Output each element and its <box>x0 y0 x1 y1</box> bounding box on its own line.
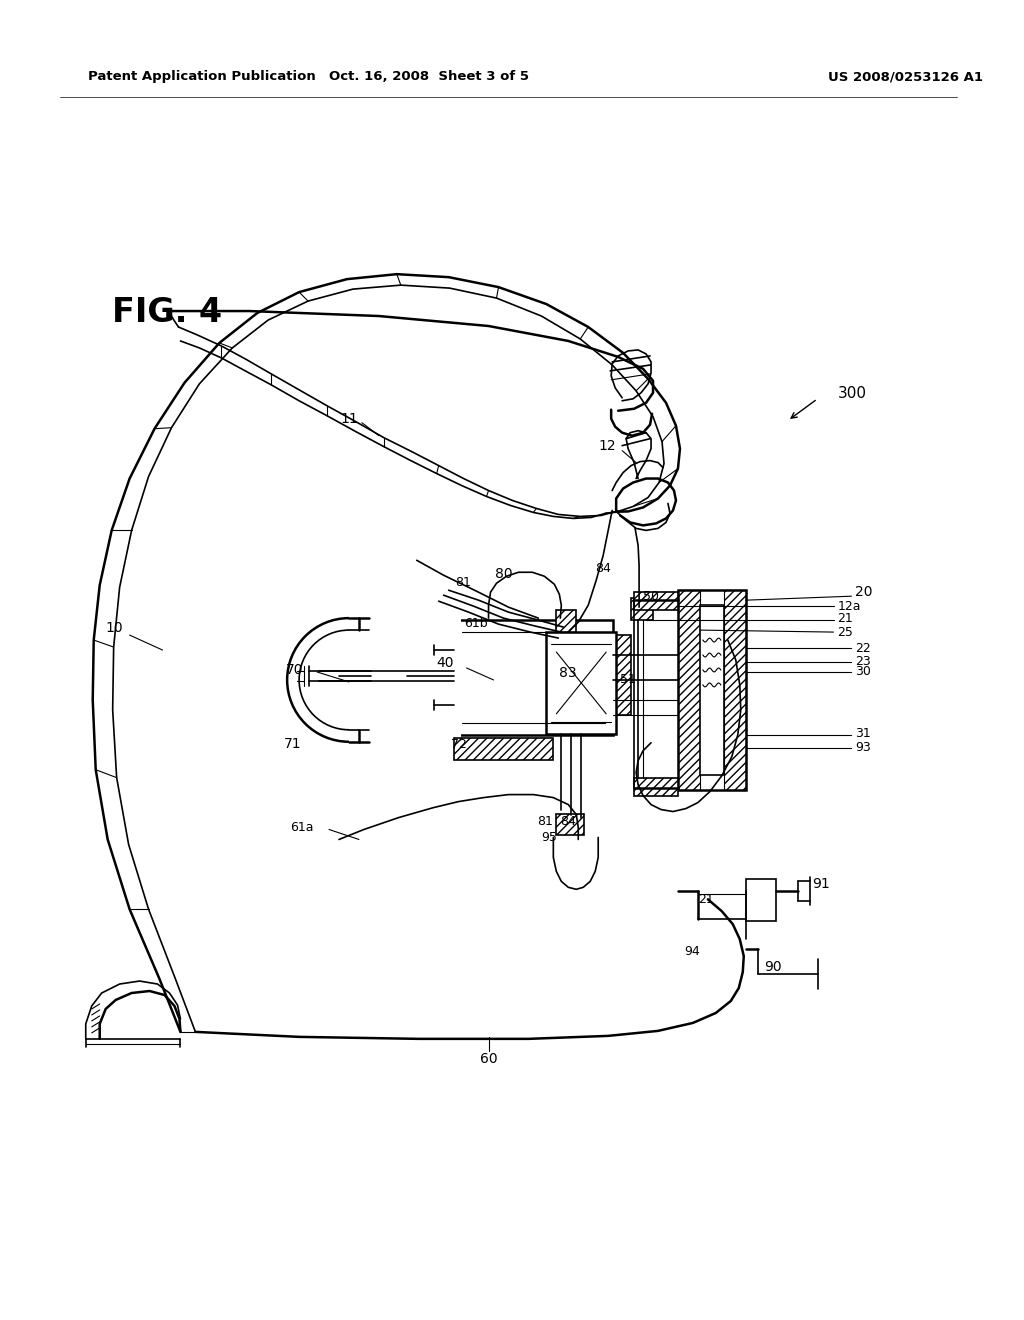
Text: Patent Application Publication: Patent Application Publication <box>88 70 315 83</box>
Text: Oct. 16, 2008  Sheet 3 of 5: Oct. 16, 2008 Sheet 3 of 5 <box>329 70 528 83</box>
Bar <box>699 605 724 775</box>
Text: 93: 93 <box>855 742 871 754</box>
Text: 80: 80 <box>495 568 512 581</box>
Bar <box>678 590 745 789</box>
Text: 81: 81 <box>455 576 471 589</box>
Text: 71: 71 <box>284 737 301 751</box>
Text: 95: 95 <box>542 832 557 843</box>
Bar <box>634 777 678 796</box>
Text: 31: 31 <box>855 727 871 741</box>
Text: 70: 70 <box>286 663 303 677</box>
Text: 60: 60 <box>479 1052 498 1065</box>
Bar <box>678 590 699 789</box>
Text: 94: 94 <box>684 945 699 957</box>
Bar <box>634 593 678 610</box>
Bar <box>556 610 577 632</box>
Text: 12: 12 <box>599 438 616 453</box>
Text: 20: 20 <box>855 585 872 599</box>
Text: 10: 10 <box>105 622 124 635</box>
Text: 23: 23 <box>855 656 871 668</box>
Text: 30: 30 <box>855 665 871 678</box>
Text: 84: 84 <box>595 562 611 574</box>
Text: 300: 300 <box>838 387 866 401</box>
Text: 83: 83 <box>559 667 578 680</box>
Text: 21: 21 <box>838 611 853 624</box>
Text: 25: 25 <box>838 626 853 639</box>
Text: 61b: 61b <box>464 616 487 630</box>
Circle shape <box>371 657 407 694</box>
Bar <box>556 813 585 836</box>
Text: 50: 50 <box>643 590 659 603</box>
Text: 11: 11 <box>340 412 357 426</box>
Text: 81: 81 <box>538 814 553 828</box>
Bar <box>631 598 653 620</box>
Bar <box>724 590 745 789</box>
Text: 72: 72 <box>451 738 467 751</box>
Text: 84: 84 <box>560 814 577 828</box>
Text: 21: 21 <box>698 892 714 906</box>
Text: 22: 22 <box>855 642 871 655</box>
Bar <box>613 635 631 715</box>
Text: 51: 51 <box>621 673 636 686</box>
Text: FIG. 4: FIG. 4 <box>112 296 222 329</box>
Text: 90: 90 <box>764 960 781 974</box>
Bar <box>349 614 461 747</box>
Bar <box>454 738 553 760</box>
Bar <box>745 879 775 921</box>
Bar <box>547 632 616 734</box>
Text: 61a: 61a <box>291 821 314 834</box>
Text: 91: 91 <box>813 878 830 891</box>
Text: US 2008/0253126 A1: US 2008/0253126 A1 <box>827 70 982 83</box>
Text: 12a: 12a <box>838 599 861 612</box>
Text: 40: 40 <box>436 656 454 671</box>
Bar <box>454 620 613 735</box>
